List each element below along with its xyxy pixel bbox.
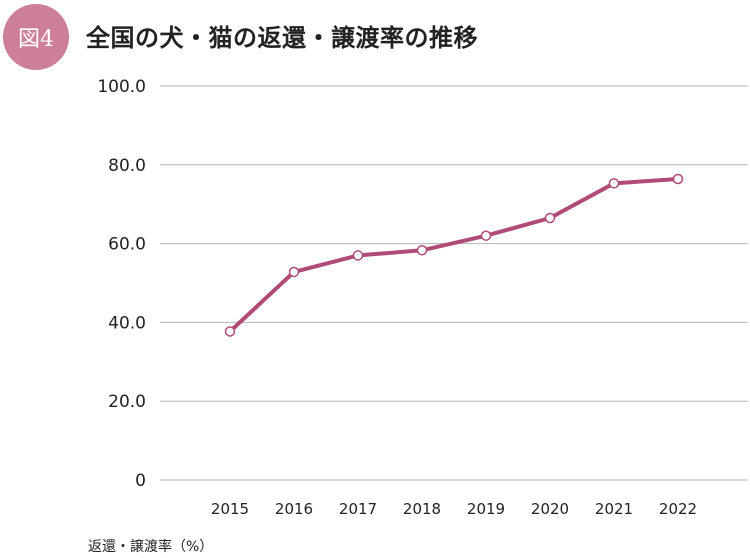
data-point-2019 — [480, 230, 492, 241]
x-tick-label: 2022 — [659, 500, 697, 518]
data-point-2018 — [416, 245, 428, 256]
x-tick-label: 2020 — [531, 500, 569, 518]
x-tick-label: 2018 — [403, 500, 441, 518]
series-return-transfer-rate — [224, 173, 684, 337]
figure-number-badge: 図4 — [3, 4, 69, 70]
data-point-2020 — [544, 212, 556, 224]
gridlines — [160, 85, 748, 481]
y-axis-tick-labels: 0 20.0 40.0 60.0 80.0 100.0 — [97, 77, 146, 491]
series-line — [228, 176, 680, 334]
y-axis-unit-label: 返還・譲渡率（%） — [88, 539, 214, 555]
x-tick-label: 2021 — [595, 500, 633, 518]
data-point-2016 — [288, 266, 300, 278]
y-tick-label: 20.0 — [108, 392, 146, 412]
x-tick-label: 2019 — [467, 500, 505, 518]
data-point-2022 — [672, 173, 684, 185]
x-axis-tick-labels: 2015 2016 2017 2018 2019 2020 2021 2022 — [211, 500, 697, 518]
x-tick-label: 2017 — [339, 500, 377, 518]
x-tick-label: 2016 — [275, 500, 313, 518]
chart-title: 全国の犬・猫の返還・譲渡率の推移 — [86, 24, 478, 52]
data-point-2015 — [224, 326, 236, 337]
data-point-2021 — [608, 178, 620, 189]
y-tick-label: 40.0 — [108, 313, 146, 333]
data-point-2017 — [352, 250, 364, 261]
y-tick-label: 60.0 — [108, 235, 146, 255]
y-tick-label: 80.0 — [108, 156, 146, 176]
x-tick-label: 2015 — [211, 500, 249, 518]
y-tick-label: 100.0 — [97, 77, 146, 97]
y-tick-label: 0 — [135, 471, 146, 491]
